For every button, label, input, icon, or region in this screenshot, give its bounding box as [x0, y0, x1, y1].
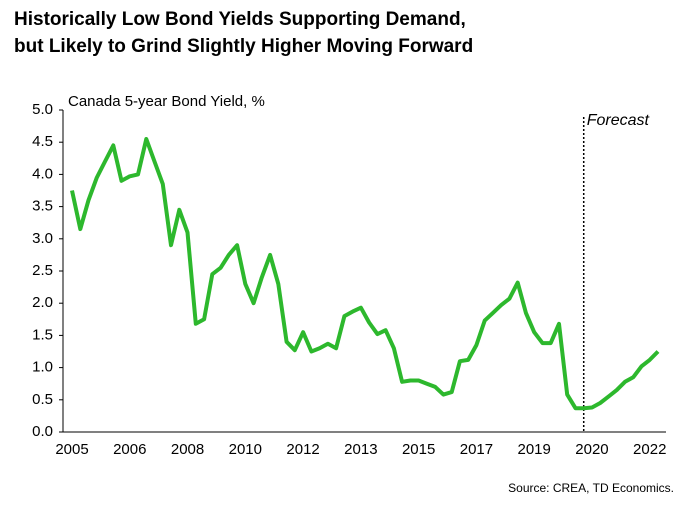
y-tick-label: 2.5 — [32, 262, 53, 279]
x-tick-label: 2020 — [575, 441, 608, 458]
y-tick-label: 0.5 — [32, 391, 53, 408]
x-tick-label: 2012 — [286, 441, 319, 458]
y-tick-label: 3.5 — [32, 198, 53, 215]
y-tick-label: 2.0 — [32, 294, 53, 311]
source: Source: CREA, TD Economics. — [508, 481, 674, 495]
chart-title: Historically Low Bond Yields Supporting … — [14, 9, 466, 30]
y-tick-label: 4.0 — [32, 165, 53, 182]
line-series — [70, 137, 660, 411]
x-tick-label: 2015 — [402, 441, 435, 458]
y-tick-label: 0.0 — [32, 423, 53, 440]
x-tick-label: 2017 — [460, 441, 493, 458]
y-tick-label: 4.5 — [32, 133, 53, 150]
y-tick-label: 1.5 — [32, 326, 53, 343]
annotation: Forecast — [587, 112, 650, 129]
x-tick-label: 2008 — [171, 441, 204, 458]
x-tick-label: 2006 — [113, 441, 146, 458]
y-tick-label: 1.0 — [32, 359, 53, 376]
y-tick-label: 5.0 — [32, 101, 53, 118]
x-tick-label: 2019 — [518, 441, 551, 458]
x-tick-label: 2022 — [633, 441, 666, 458]
chart-title: but Likely to Grind Slightly Higher Movi… — [14, 36, 473, 57]
y-tick-label: 3.0 — [32, 230, 53, 247]
x-tick-label: 2010 — [229, 441, 262, 458]
x-tick-label: 2013 — [344, 441, 377, 458]
y-axis-label: Canada 5-year Bond Yield, % — [68, 93, 265, 110]
x-tick-label: 2005 — [55, 441, 88, 458]
